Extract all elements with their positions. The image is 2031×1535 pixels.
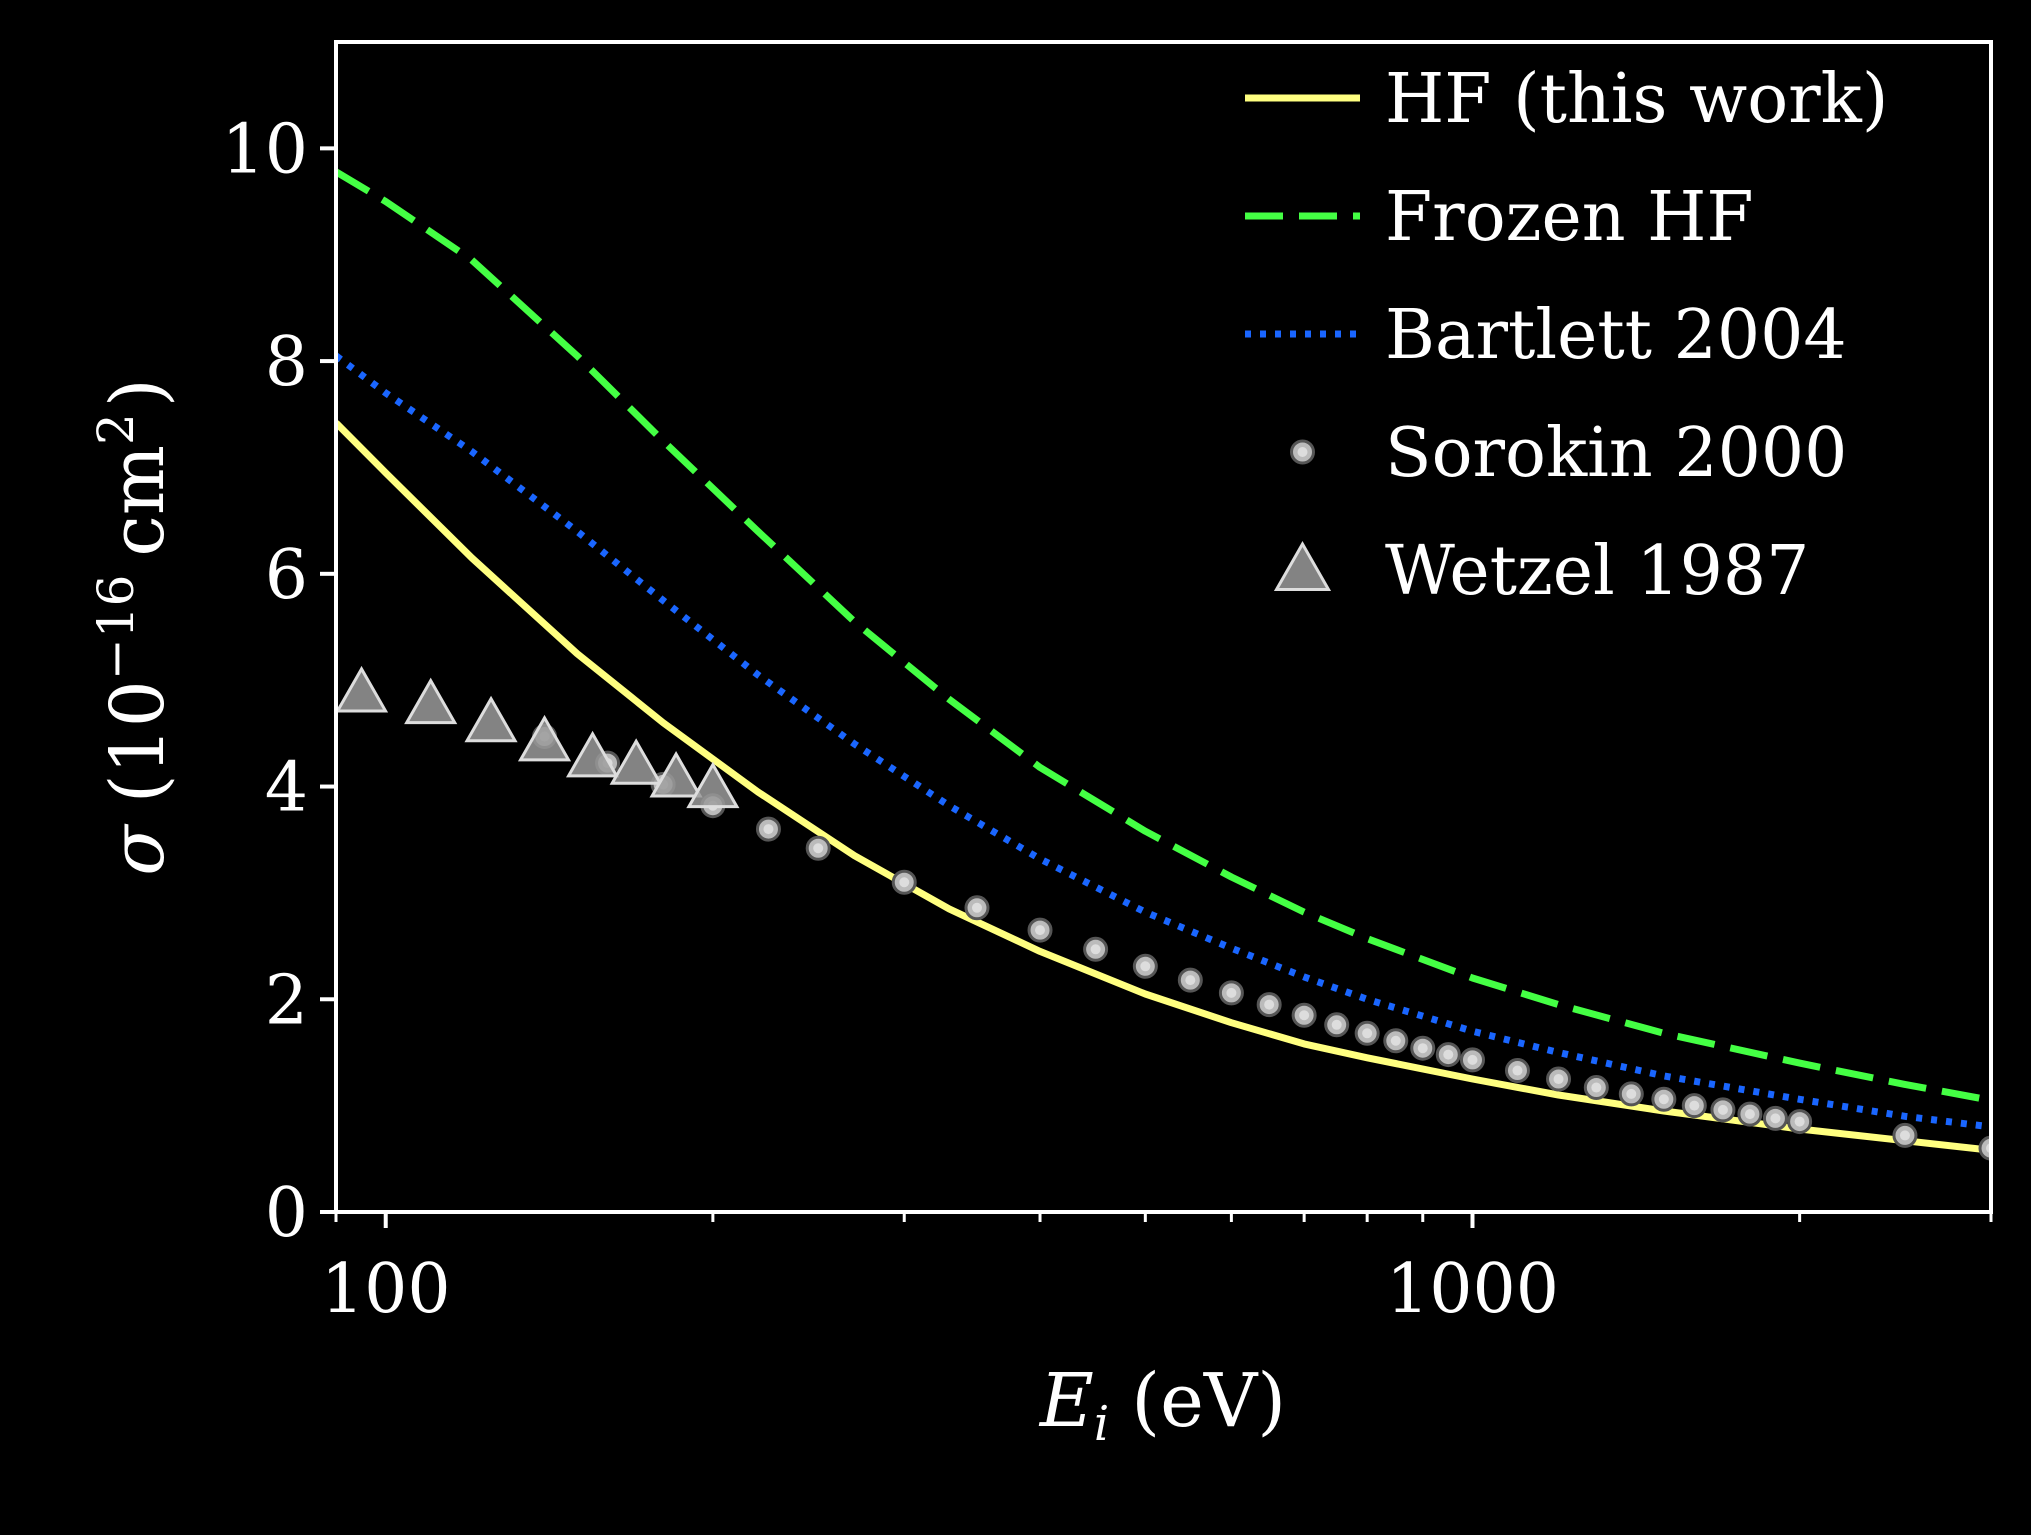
y-axis-title-exp: −16 <box>87 575 145 681</box>
data-point-circle-core <box>1443 1049 1454 1060</box>
y-axis-title-symbol: σ <box>95 823 181 876</box>
data-point-circle-core <box>1658 1094 1669 1105</box>
data-point-circle-core <box>1899 1130 1910 1141</box>
x-axis-title-unit: (eV) <box>1131 1358 1286 1444</box>
data-point-circle-core <box>1626 1088 1637 1099</box>
x-tick-label: 100 <box>321 1250 451 1329</box>
legend: HF (this work) Frozen HF Bartlett 2004 Soro… <box>1245 60 1888 611</box>
data-point-circle-core <box>1090 944 1101 955</box>
legend-label: HF (this work) <box>1385 60 1888 139</box>
data-point-triangle <box>565 730 620 778</box>
plot-frame <box>334 40 1993 1214</box>
y-axis-title-close: ) <box>95 378 181 407</box>
data-point-circle-core <box>763 824 774 835</box>
x-tick-label: 1000 <box>1386 1250 1559 1329</box>
data-point-circle-core <box>1226 987 1237 998</box>
data-point-circle-core <box>1140 961 1151 972</box>
legend-swatch-circle-core <box>1297 447 1308 457</box>
data-point-circle-core <box>813 843 824 854</box>
data-point-triangle <box>686 761 740 809</box>
data-point-circle-core <box>1035 925 1046 936</box>
y-tick-label: 10 <box>221 110 308 189</box>
series-line <box>336 168 1991 1104</box>
data-point-circle-core <box>971 902 982 913</box>
data-point-circle-core <box>1689 1100 1700 1111</box>
data-point-circle <box>1978 1135 1991 1161</box>
data-point-circle-core <box>1467 1054 1478 1065</box>
x-axis-title-sub: i <box>1094 1396 1109 1452</box>
legend-label: Wetzel 1987 <box>1385 532 1809 611</box>
data-point-triangle <box>609 738 663 785</box>
data-point-triangle <box>464 695 518 743</box>
y-tick-label: 4 <box>265 749 308 828</box>
data-point-circle-core <box>1744 1109 1755 1120</box>
legend-label: Sorokin 2000 <box>1385 414 1847 493</box>
legend-swatch-triangle <box>1273 540 1332 591</box>
data-point-circle-core <box>1512 1065 1523 1076</box>
data-point-circle-core <box>1417 1043 1428 1054</box>
x-axis-title: Ei (eV) <box>1038 1358 1286 1452</box>
legend-label: Frozen HF <box>1385 178 1754 257</box>
data-point-circle-core <box>1390 1035 1401 1046</box>
data-point-circle-core <box>1185 975 1196 986</box>
y-axis-title: σ (10−16 cm2) <box>87 378 181 875</box>
data-point-circle-core <box>1553 1074 1564 1085</box>
data-point-circle-core <box>1591 1082 1602 1093</box>
x-axis-title-main: E <box>1038 1358 1094 1444</box>
y-tick-label: 8 <box>265 323 308 402</box>
y-axis-title-base: (10 <box>95 680 181 803</box>
data-point-circle-core <box>1717 1104 1728 1115</box>
data-point-circle-core <box>1794 1116 1805 1127</box>
data-point-triangle <box>404 677 458 725</box>
y-axis-title-unit: cm <box>95 445 181 557</box>
y-tick-label: 2 <box>265 961 308 1040</box>
data-point-circle-core <box>1331 1019 1342 1030</box>
legend-label: Bartlett 2004 <box>1385 296 1847 375</box>
data-point-triangle <box>517 714 572 762</box>
data-point-circle-core <box>1770 1113 1781 1124</box>
y-tick-label: 6 <box>265 536 308 615</box>
data-point-circle-core <box>899 877 910 888</box>
y-axis-title-unit-exp: 2 <box>87 413 145 445</box>
data-point-triangle <box>649 751 703 798</box>
data-point-circle-core <box>1299 1010 1310 1021</box>
series-layer <box>336 168 1991 1161</box>
axis-layer: 0 2 4 6 8 10 100 1000 <box>221 110 1993 1329</box>
y-tick-label: 0 <box>265 1174 308 1253</box>
data-point-circle-core <box>1362 1028 1373 1039</box>
data-point-circle-core <box>1264 999 1275 1010</box>
data-point-triangle <box>336 665 389 713</box>
